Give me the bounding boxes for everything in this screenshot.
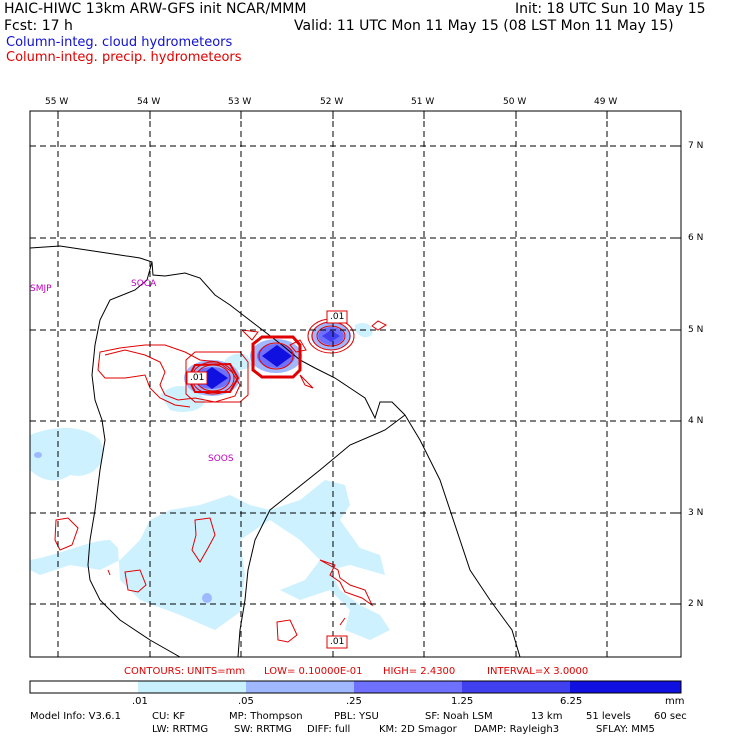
lat-label: 5 N	[688, 325, 704, 335]
contour-high: HIGH= 2.4300	[383, 666, 456, 677]
model-info: 51 levels	[586, 711, 631, 722]
model-title: HAIC-HIWC 13km ARW-GFS init NCAR/MMM	[4, 1, 307, 17]
lon-label: 54 W	[137, 97, 161, 107]
model-info: DIFF: full	[307, 724, 351, 735]
model-info: Model Info: V3.6.1	[30, 711, 121, 722]
model-info: CU: KF	[152, 711, 186, 722]
colorbar-tick: .01	[132, 696, 148, 707]
model-info: LW: RRTMG	[152, 724, 209, 735]
contour-units: UNITS=mm	[187, 666, 246, 677]
coastline	[30, 245, 521, 657]
valid-time: Valid: 11 UTC Mon 11 May 15 (08 LST Mon …	[294, 18, 674, 34]
colorbar-unit: mm	[665, 696, 685, 707]
forecast-hour: Fcst: 17 h	[4, 18, 73, 34]
axis-ticks	[57, 111, 681, 605]
lon-label: 53 W	[228, 97, 252, 107]
init-time: Init: 18 UTC Sun 10 May 15	[515, 1, 706, 17]
colorbar-tick: 1.25	[451, 696, 474, 707]
model-info: 13 km	[531, 711, 563, 722]
station-label: SMJP	[30, 284, 52, 294]
contour-label: .01	[190, 373, 205, 383]
model-info: SW: RRTMG	[234, 724, 292, 735]
model-info: KM: 2D Smagor	[379, 724, 457, 735]
lat-label: 7 N	[688, 141, 704, 151]
cloud-shading	[30, 323, 390, 640]
legend-cloud: Column-integ. cloud hydrometeors	[6, 35, 233, 50]
lon-label: 52 W	[320, 97, 344, 107]
lat-label: 6 N	[688, 233, 704, 243]
colorbar-tick: .05	[238, 696, 254, 707]
lon-label: 49 W	[594, 97, 618, 107]
contour-low: LOW= 0.10000E-01	[264, 666, 363, 677]
lon-label: 51 W	[411, 97, 435, 107]
graticule	[30, 111, 681, 657]
lat-label: 4 N	[688, 416, 704, 426]
station-label: SOOS	[208, 454, 234, 464]
colorbar-tick: .25	[346, 696, 362, 707]
model-info: DAMP: Rayleigh3	[474, 724, 560, 735]
colorbar-tick: 6.25	[560, 696, 583, 707]
station-label: SOCA	[131, 279, 157, 289]
legend-precip: Column-integ. precip. hydrometeors	[6, 50, 242, 65]
model-info: PBL: YSU	[334, 711, 379, 722]
contour-label: .01	[330, 312, 345, 322]
contour-label: .01	[330, 637, 345, 647]
model-info: SF: Noah LSM	[425, 711, 493, 722]
model-info: MP: Thompson	[229, 711, 303, 722]
lat-label: 3 N	[688, 508, 704, 518]
lon-label: 50 W	[503, 97, 527, 107]
lon-label: 55 W	[45, 97, 69, 107]
contour-interval: INTERVAL=X 3.0000	[487, 666, 589, 677]
model-info: SFLAY: MM5	[596, 724, 655, 735]
contour-info-label: CONTOURS:	[124, 666, 185, 677]
model-info: 60 sec	[654, 711, 687, 722]
lat-label: 2 N	[688, 599, 704, 609]
